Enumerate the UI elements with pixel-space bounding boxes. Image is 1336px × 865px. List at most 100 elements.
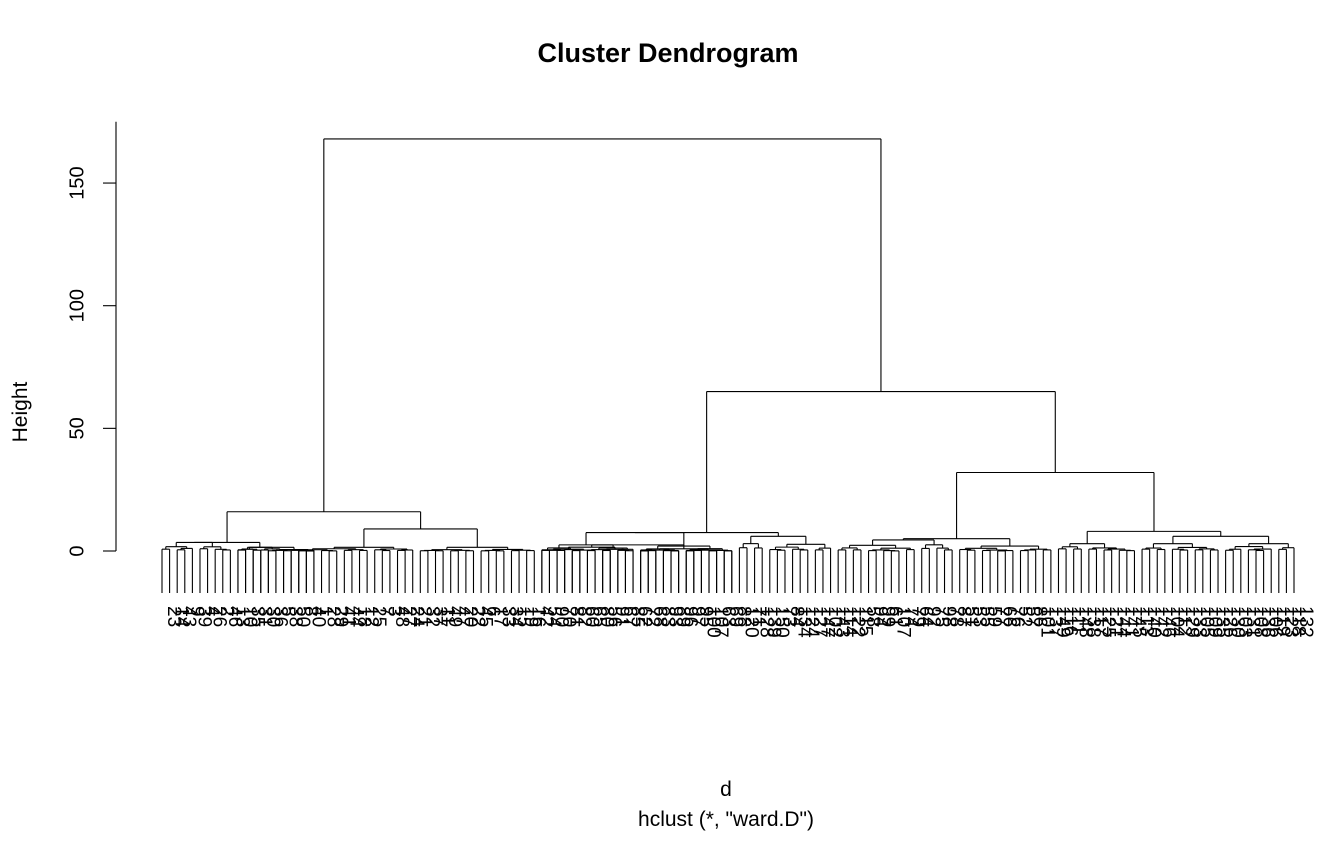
leaf-label: 85 bbox=[626, 606, 647, 627]
leaf-label: 111 bbox=[1067, 606, 1088, 635]
leaf-label: 1 bbox=[315, 606, 336, 617]
leaf-label: 143 bbox=[832, 606, 853, 638]
leaf-label: 135 bbox=[1211, 606, 1232, 638]
leaf-label: 43 bbox=[178, 606, 199, 627]
leaf-label: 94 bbox=[870, 606, 891, 628]
leaf-label: 123 bbox=[1280, 606, 1301, 638]
leaf-label: 64 bbox=[915, 606, 936, 628]
leaf-label: 149 bbox=[1052, 606, 1073, 638]
y-tick-label: 100 bbox=[66, 289, 88, 322]
leaf-label: 61 bbox=[885, 606, 906, 627]
leaf-label: 117 bbox=[1090, 606, 1111, 636]
leaf-label: 99 bbox=[877, 606, 898, 627]
leaf-label: 11 bbox=[437, 606, 458, 626]
y-tick-label: 150 bbox=[66, 166, 88, 199]
leaf-label: 106 bbox=[1265, 606, 1286, 638]
leaf-label: 126 bbox=[1219, 606, 1240, 638]
leaf-label: 129 bbox=[1181, 606, 1202, 638]
leaf-label: 19 bbox=[520, 606, 541, 627]
leaf-label: 84 bbox=[786, 606, 807, 628]
leaf-label: 103 bbox=[1234, 606, 1255, 638]
leaf-label: 74 bbox=[900, 606, 921, 628]
leaf-label: 150 bbox=[771, 606, 792, 638]
leaf-label: 16 bbox=[528, 606, 549, 627]
leaf-label: 124 bbox=[801, 606, 822, 638]
leaf-label: 68 bbox=[649, 606, 670, 627]
leaf-label: 55 bbox=[976, 606, 997, 627]
leaf-label: 108 bbox=[1249, 606, 1270, 638]
leaf-label: 97 bbox=[687, 606, 708, 627]
leaf-label: 14 bbox=[171, 606, 192, 628]
leaf-label: 22 bbox=[467, 606, 488, 627]
leaf-label: 127 bbox=[809, 606, 830, 638]
leaf-label: 145 bbox=[1128, 606, 1149, 638]
leaf-label: 91 bbox=[611, 606, 632, 627]
leaf-label: 71 bbox=[748, 606, 769, 627]
leaf-label: 72 bbox=[642, 606, 663, 627]
leaf-label: 139 bbox=[763, 606, 784, 638]
leaf-label: 32 bbox=[421, 606, 442, 627]
leaf-label: 79 bbox=[908, 606, 929, 627]
leaf-label: 60 bbox=[581, 606, 602, 627]
leaf-label: 59 bbox=[984, 606, 1005, 627]
leaf-label: 118 bbox=[1287, 606, 1308, 636]
leaf-label: 86 bbox=[1029, 606, 1050, 627]
leaf-label: 120 bbox=[740, 606, 761, 638]
leaf-label: 52 bbox=[1014, 606, 1035, 627]
leaf-label: 130 bbox=[1227, 606, 1248, 638]
leaf-label: 76 bbox=[1006, 606, 1027, 627]
leaf-label: 107 bbox=[710, 606, 731, 638]
leaf-label: 140 bbox=[1143, 606, 1164, 638]
leaf-label: 9 bbox=[186, 606, 207, 617]
leaf-label: 27 bbox=[399, 606, 420, 627]
leaf-label: 131 bbox=[1242, 606, 1263, 638]
leaf-label: 56 bbox=[604, 606, 625, 627]
leaf-label: 148 bbox=[1075, 606, 1096, 638]
leaf-label: 26 bbox=[209, 606, 230, 627]
leaf-label: 35 bbox=[247, 606, 268, 627]
leaf-label: 138 bbox=[1082, 606, 1103, 638]
leaf-label: 51 bbox=[961, 606, 982, 627]
leaf-label: 30 bbox=[262, 606, 283, 627]
leaf-label: 147 bbox=[816, 606, 837, 638]
leaf-label: 42 bbox=[535, 606, 556, 627]
leaf-label: 47 bbox=[452, 606, 473, 627]
x-axis-label: d bbox=[720, 778, 732, 801]
leaf-label: 8 bbox=[300, 606, 321, 617]
leaf-label: 17 bbox=[490, 606, 511, 627]
leaf-label: 53 bbox=[968, 606, 989, 627]
leaf-label: 105 bbox=[1196, 606, 1217, 638]
leaf-label: 101 bbox=[1037, 606, 1058, 638]
leaf-label: 33 bbox=[497, 606, 518, 627]
leaf-label: 48 bbox=[391, 606, 412, 627]
leaf-label: 21 bbox=[414, 606, 435, 627]
leaf-label: 70 bbox=[558, 606, 579, 627]
leaf-label: 57 bbox=[1021, 606, 1042, 627]
leaf-label: 4 bbox=[201, 606, 222, 617]
leaf-label: 75 bbox=[930, 606, 951, 627]
leaf-label: 25 bbox=[368, 606, 389, 627]
leaf-label: 40 bbox=[307, 606, 328, 627]
leaf-label: 63 bbox=[718, 606, 739, 627]
leaf-label: 54 bbox=[543, 606, 564, 628]
leaf-label: 125 bbox=[1097, 606, 1118, 638]
leaf-label: 114 bbox=[839, 606, 860, 637]
leaf-label: 5 bbox=[277, 606, 298, 617]
leaf-label: 116 bbox=[1059, 606, 1080, 636]
chart-subtitle: hclust (*, "ward.D") bbox=[638, 808, 814, 831]
leaf-label: 112 bbox=[1173, 606, 1194, 636]
leaf-label: 58 bbox=[862, 606, 883, 627]
y-tick-label: 50 bbox=[66, 417, 88, 439]
leaf-label: 100 bbox=[702, 606, 723, 638]
leaf-label: 44 bbox=[345, 606, 366, 628]
leaf-label: 20 bbox=[459, 606, 480, 627]
leaf-label: 81 bbox=[566, 606, 587, 627]
leaf-label: 87 bbox=[953, 606, 974, 627]
leaf-label: 2 bbox=[216, 606, 237, 617]
leaf-label: 45 bbox=[474, 606, 495, 627]
leaf-label: 65 bbox=[588, 606, 609, 627]
leaf-label: 6 bbox=[482, 606, 503, 617]
leaf-label: 122 bbox=[847, 606, 868, 638]
leaf-label: 141 bbox=[1120, 606, 1141, 638]
